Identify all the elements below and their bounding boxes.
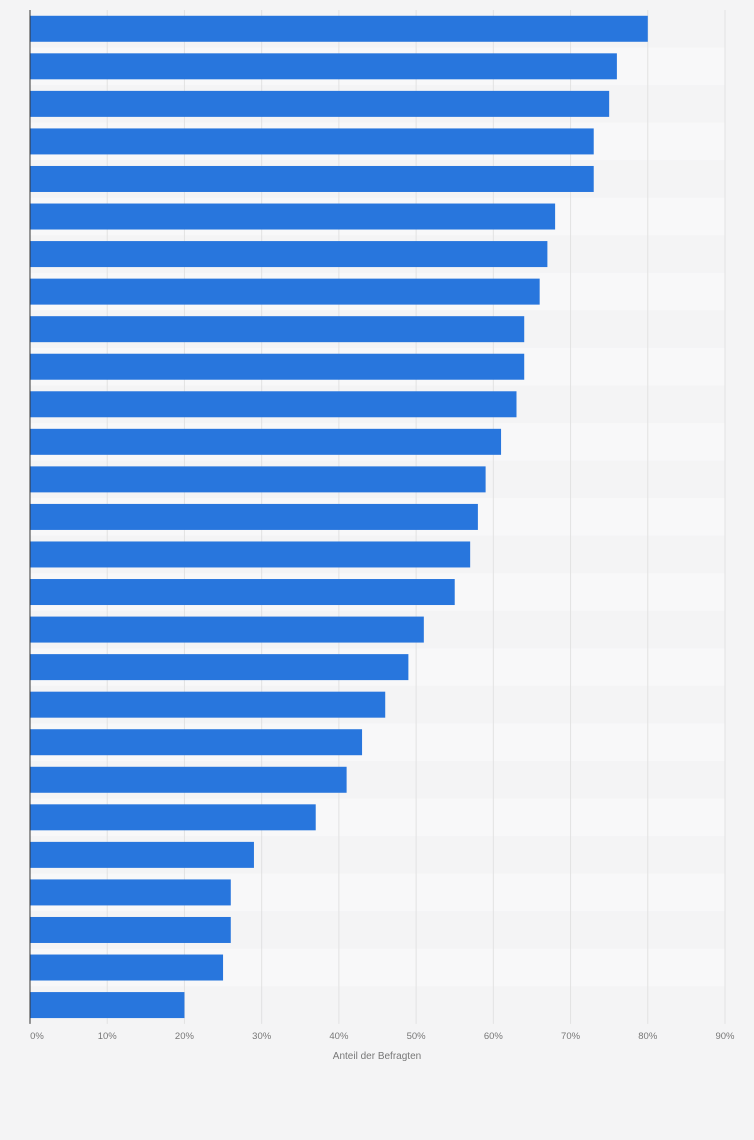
bar[interactable]	[30, 466, 486, 493]
bar[interactable]	[30, 916, 231, 943]
bar[interactable]	[30, 579, 455, 606]
x-tick-label: 30%	[252, 1031, 272, 1042]
bar[interactable]	[30, 353, 525, 380]
x-axis-ticks: 0% 10% 20% 30% 40% 50% 60% 70% 80% 90%	[30, 1031, 735, 1042]
bars	[30, 15, 648, 1019]
bar[interactable]	[30, 841, 254, 868]
x-axis-title: Anteil der Befragten	[333, 1051, 421, 1062]
bar[interactable]	[30, 654, 409, 681]
bar[interactable]	[30, 165, 594, 192]
bar[interactable]	[30, 766, 347, 793]
bar[interactable]	[30, 616, 424, 643]
bar[interactable]	[30, 53, 617, 80]
bar[interactable]	[30, 128, 594, 155]
bar[interactable]	[30, 391, 517, 418]
bar[interactable]	[30, 691, 386, 718]
x-tick-label: 10%	[98, 1031, 118, 1042]
bar[interactable]	[30, 992, 185, 1019]
bar[interactable]	[30, 241, 548, 268]
bar[interactable]	[30, 316, 525, 343]
bar[interactable]	[30, 804, 316, 831]
bar[interactable]	[30, 203, 556, 230]
bar[interactable]	[30, 541, 471, 568]
x-tick-label: 70%	[561, 1031, 581, 1042]
x-tick-label: 60%	[484, 1031, 504, 1042]
bar[interactable]	[30, 954, 224, 981]
bar[interactable]	[30, 503, 478, 530]
x-tick-label: 40%	[329, 1031, 349, 1042]
x-tick-label: 80%	[638, 1031, 658, 1042]
bar[interactable]	[30, 428, 502, 455]
bar[interactable]	[30, 729, 363, 756]
x-tick-label: 20%	[175, 1031, 195, 1042]
bar[interactable]	[30, 879, 231, 906]
x-tick-label: 50%	[407, 1031, 427, 1042]
bar[interactable]	[30, 15, 648, 42]
x-tick-label: 0%	[30, 1031, 44, 1042]
bar[interactable]	[30, 278, 540, 305]
x-tick-label: 90%	[715, 1031, 735, 1042]
bar[interactable]	[30, 90, 610, 117]
